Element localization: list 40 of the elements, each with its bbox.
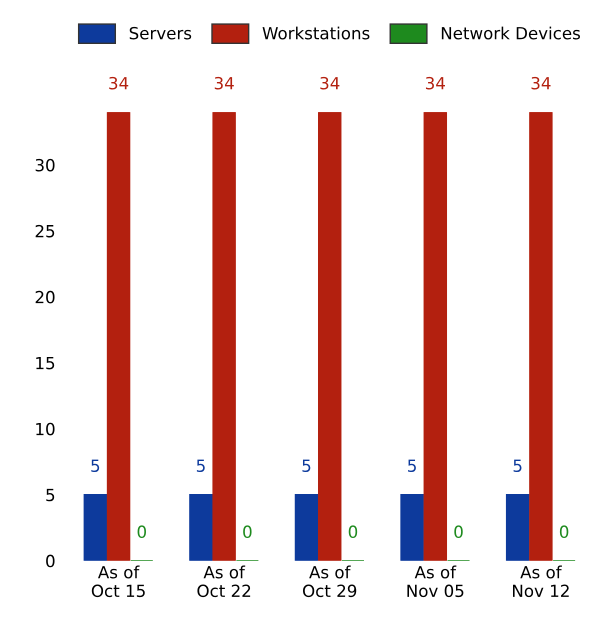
bar	[212, 112, 236, 561]
bar	[294, 494, 318, 561]
x-tick-label: As of Oct 22	[197, 566, 250, 598]
bar	[506, 494, 530, 561]
x-tick-label: As of Oct 15	[92, 566, 145, 598]
data-label: 34	[214, 76, 234, 90]
data-label: 0	[138, 525, 146, 538]
data-label: 5	[196, 460, 205, 472]
data-label: 5	[514, 460, 522, 472]
bar	[106, 112, 130, 561]
bar	[318, 112, 342, 561]
y-tick-label: 20	[36, 290, 55, 304]
y-tick-label: 0	[46, 554, 55, 568]
bar	[529, 112, 553, 561]
data-label: 34	[320, 76, 340, 90]
data-label: 5	[302, 460, 310, 472]
data-label: 34	[426, 76, 445, 90]
data-label: 0	[560, 525, 568, 538]
x-tick-label: As of Oct 29	[303, 566, 356, 598]
legend-label: Workstations	[262, 26, 370, 40]
bar	[424, 112, 448, 561]
y-tick-label: 15	[36, 356, 54, 370]
legend-label: Network Devices	[442, 26, 580, 40]
data-label: 34	[532, 76, 551, 90]
data-label: 5	[91, 460, 100, 472]
x-tick-label: As of Nov 05	[407, 566, 464, 598]
bar	[189, 494, 213, 561]
data-label: 5	[408, 460, 416, 472]
data-label: 0	[454, 525, 463, 538]
y-tick-label: 25	[36, 224, 54, 238]
data-label: 34	[109, 76, 128, 90]
data-label: 0	[348, 525, 358, 538]
y-tick-label: 30	[36, 158, 55, 172]
x-tick-label: As of Nov 12	[513, 566, 569, 598]
data-label: 0	[243, 525, 252, 538]
y-tick-label: 10	[36, 422, 55, 436]
legend-label: Servers	[130, 26, 192, 40]
y-tick-label: 5	[46, 488, 54, 502]
bar	[400, 494, 424, 561]
bar	[84, 494, 108, 561]
